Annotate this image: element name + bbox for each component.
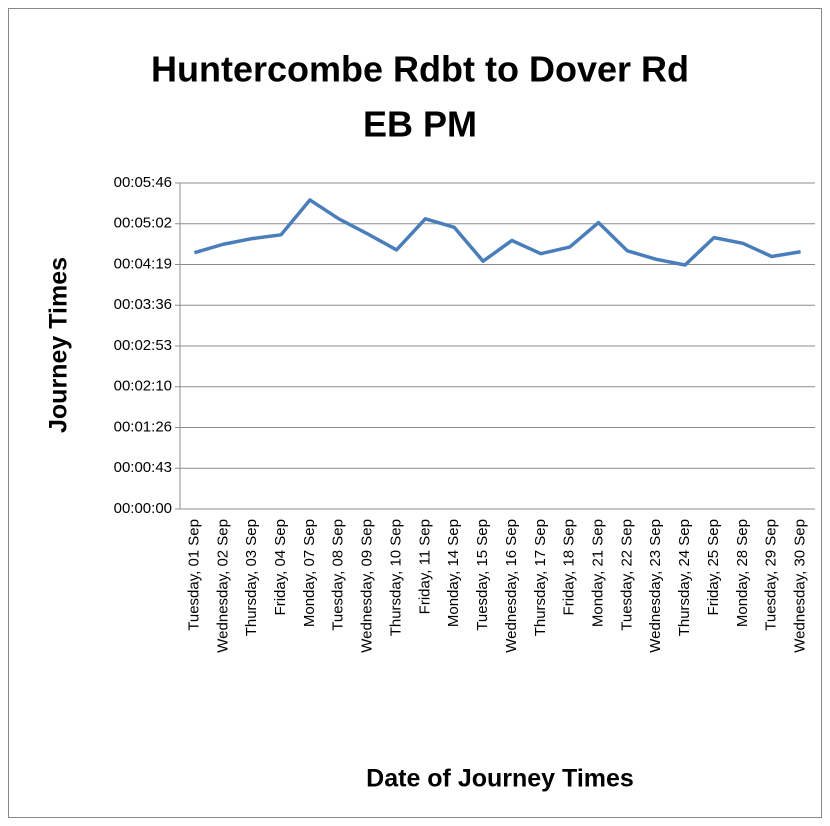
- x-tick-label: Friday, 25 Sep: [705, 519, 722, 615]
- chart-title: Huntercombe Rdbt to Dover Rd: [151, 49, 689, 90]
- x-tick-label: Tuesday, 29 Sep: [763, 519, 780, 631]
- x-tick-label: Thursday, 17 Sep: [532, 519, 549, 636]
- x-tick-label: Tuesday, 22 Sep: [618, 519, 635, 631]
- x-tick-label: Tuesday, 01 Sep: [185, 519, 202, 631]
- x-tick-label: Wednesday, 09 Sep: [359, 519, 376, 653]
- x-axis-label: Date of Journey Times: [366, 765, 634, 793]
- data-line: [193, 198, 801, 267]
- y-tick-label: 00:02:53: [114, 337, 172, 354]
- y-tick-label: 00:00:43: [114, 459, 172, 476]
- y-tick-label: 00:05:02: [114, 215, 172, 232]
- x-tick-label: Tuesday, 15 Sep: [474, 519, 491, 631]
- y-tick-label: 00:05:46: [114, 174, 172, 191]
- x-tick-label: Monday, 14 Sep: [445, 519, 462, 627]
- x-tick-label: Monday, 28 Sep: [734, 519, 751, 627]
- chart-title: EB PM: [363, 104, 477, 145]
- x-tick-label: Thursday, 03 Sep: [243, 519, 260, 636]
- x-tick-label: Friday, 11 Sep: [416, 519, 433, 614]
- chart-border: [8, 8, 822, 818]
- y-tick-label: 00:04:19: [114, 255, 172, 272]
- x-tick-label: Wednesday, 02 Sep: [214, 519, 231, 653]
- x-tick-label: Monday, 07 Sep: [301, 519, 318, 627]
- y-tick-label: 00:01:26: [114, 418, 172, 435]
- y-tick-label: 00:02:10: [114, 378, 172, 395]
- x-tick-label: Tuesday, 08 Sep: [330, 519, 347, 631]
- y-axis-label: Journey Times: [45, 257, 73, 433]
- y-tick-label: 00:03:36: [114, 296, 172, 313]
- x-tick-label: Friday, 18 Sep: [561, 519, 578, 615]
- y-tick-label: 00:00:00: [114, 500, 172, 517]
- x-tick-label: Wednesday, 16 Sep: [503, 519, 520, 653]
- x-tick-label: Thursday, 24 Sep: [676, 519, 693, 636]
- x-tick-label: Monday, 21 Sep: [589, 519, 606, 627]
- x-tick-label: Friday, 04 Sep: [272, 519, 289, 615]
- x-tick-label: Wednesday, 30 Sep: [792, 519, 809, 653]
- x-tick-label: Thursday, 10 Sep: [387, 519, 404, 636]
- x-tick-label: Wednesday, 23 Sep: [647, 519, 664, 653]
